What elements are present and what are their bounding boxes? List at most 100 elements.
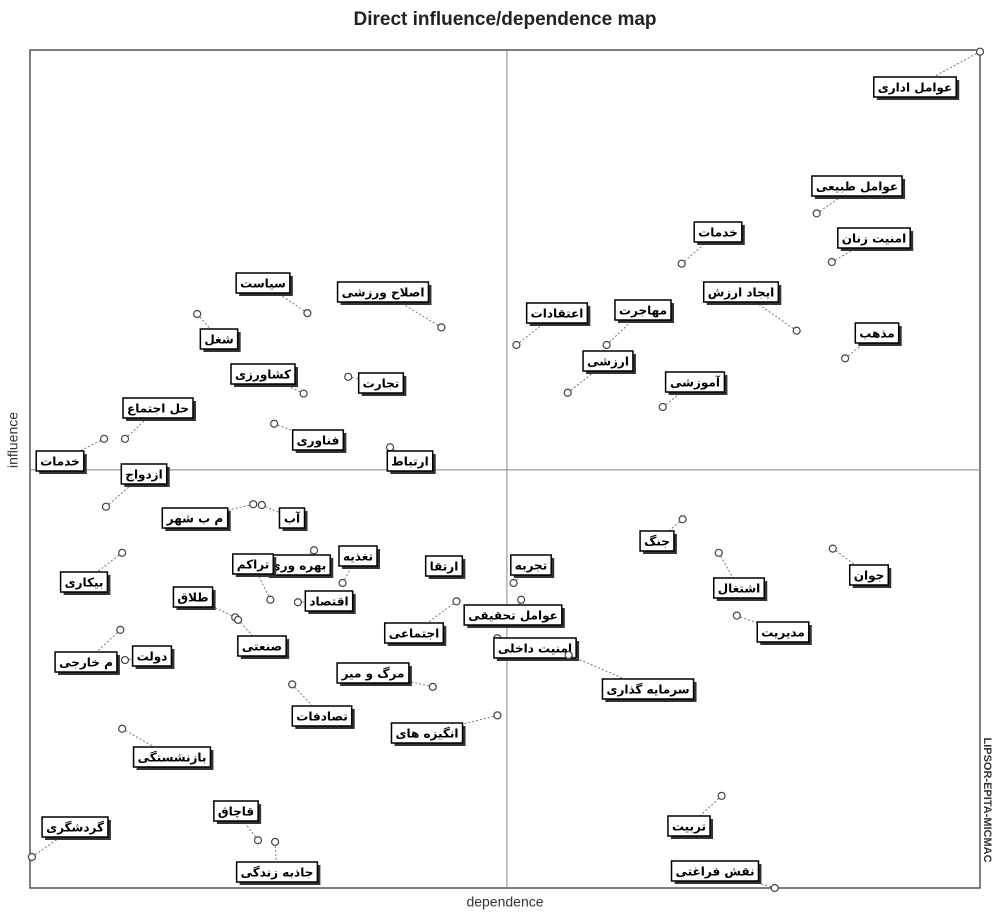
- label-text: سرمایه گذاری: [606, 683, 689, 697]
- label-text: خدمات: [698, 226, 738, 240]
- label-text: کشاورزی: [235, 368, 291, 383]
- point: [977, 48, 984, 55]
- point-label: گردشگری: [42, 817, 108, 837]
- point-label: حل اجتماع: [123, 398, 193, 418]
- point-label: تغذیه: [339, 546, 377, 566]
- label-text: اصلاح ورزشی: [342, 286, 425, 301]
- point-label: مهاجرت: [615, 300, 671, 320]
- label-text: تجارت: [363, 377, 400, 391]
- label-text: مرگ و میر: [341, 666, 405, 682]
- point: [733, 612, 740, 619]
- point: [679, 516, 686, 523]
- point-label: شغل: [200, 329, 237, 349]
- point-label: امنیت داخلی: [494, 638, 576, 658]
- point-label: ارتقا: [426, 556, 463, 576]
- point: [271, 420, 278, 427]
- label-text: گردشگری: [46, 821, 104, 835]
- point: [828, 259, 835, 266]
- point: [565, 652, 572, 659]
- point: [28, 853, 35, 860]
- point-label: کشاورزی: [231, 364, 295, 384]
- label-text: قاچاق: [218, 805, 254, 819]
- label-text: مدیریت: [761, 626, 805, 640]
- label-text: عوامل طبیعی: [816, 180, 898, 195]
- label-text: مذهب: [859, 327, 894, 341]
- point-label: طلاق: [173, 587, 212, 607]
- point-label: عوامل تحقیقی: [464, 605, 562, 625]
- point-label: خدمات: [36, 451, 84, 471]
- label-text: امنیت زنان: [842, 232, 906, 246]
- point-label: مرگ و میر: [337, 663, 409, 683]
- point-label: دولت: [133, 646, 172, 666]
- point-label: اجتماعی: [385, 623, 444, 643]
- point: [289, 681, 296, 688]
- point: [117, 626, 124, 633]
- point: [119, 549, 126, 556]
- point-label: جنگ: [640, 531, 674, 551]
- point: [339, 579, 346, 586]
- point-label: نقش فراغتی: [672, 861, 759, 881]
- point: [101, 435, 108, 442]
- label-text: جنگ: [644, 535, 670, 549]
- label-text: انگیزه های: [395, 727, 458, 741]
- point-label: امنیت زنان: [838, 228, 910, 248]
- label-text: جاذبه زندگی: [241, 866, 314, 880]
- chart-title: Direct influence/dependence map: [353, 9, 656, 30]
- label-text: جوان: [854, 569, 885, 584]
- point: [564, 389, 571, 396]
- point: [438, 324, 445, 331]
- point: [513, 341, 520, 348]
- label-text: دولت: [137, 650, 168, 665]
- label-text: تجربه: [515, 559, 547, 573]
- point: [453, 598, 460, 605]
- point-label: م خارجی: [55, 652, 117, 672]
- point-label: ارزشی: [583, 351, 633, 371]
- point: [194, 310, 201, 317]
- point-label: م ب شهر: [162, 508, 227, 528]
- point-label: بیکاری: [61, 572, 108, 592]
- point: [103, 503, 110, 510]
- label-text: تصادفات: [296, 710, 347, 724]
- point: [250, 501, 257, 508]
- point-label: عوامل اداری: [874, 77, 956, 97]
- x-axis-label: dependence: [466, 894, 543, 910]
- point: [771, 885, 778, 892]
- label-text: عوامل اداری: [878, 81, 952, 96]
- point: [813, 210, 820, 217]
- point-label: مدیریت: [757, 622, 809, 642]
- label-text: بیکاری: [65, 576, 104, 590]
- point: [294, 599, 301, 606]
- label-text: تغذیه: [343, 550, 373, 564]
- point: [122, 657, 129, 664]
- point-label: اشتغال: [714, 578, 765, 598]
- label-text: بازنشستگی: [138, 751, 207, 765]
- point-label: تجارت: [359, 373, 404, 393]
- point-label: خدمات: [694, 222, 742, 242]
- label-text: اعتقادات: [531, 307, 584, 321]
- point-label: ازدواج: [121, 464, 166, 484]
- label-text: ارتقا: [430, 560, 459, 574]
- point: [829, 545, 836, 552]
- label-text: نقش فراغتی: [676, 865, 755, 879]
- point: [718, 792, 725, 799]
- point: [387, 444, 394, 451]
- point: [272, 838, 279, 845]
- point-label: مذهب: [855, 323, 898, 343]
- point: [715, 549, 722, 556]
- label-text: فناوری: [297, 434, 340, 449]
- chart: Direct influence/dependence map dependen…: [0, 0, 995, 913]
- point-label: سیاست: [236, 273, 290, 293]
- point-label: آموزشی: [666, 372, 725, 392]
- point: [122, 435, 129, 442]
- side-text: LIPSOR-EPITA-MICMAC: [981, 737, 993, 862]
- point: [345, 373, 352, 380]
- point: [793, 327, 800, 334]
- label-text: آب: [284, 511, 301, 526]
- point: [678, 260, 685, 267]
- point: [494, 712, 501, 719]
- label-text: اجتماعی: [389, 627, 440, 641]
- label-text: صنعتی: [242, 640, 282, 654]
- label-text: م خارجی: [59, 656, 113, 671]
- point: [510, 579, 517, 586]
- point: [300, 390, 307, 397]
